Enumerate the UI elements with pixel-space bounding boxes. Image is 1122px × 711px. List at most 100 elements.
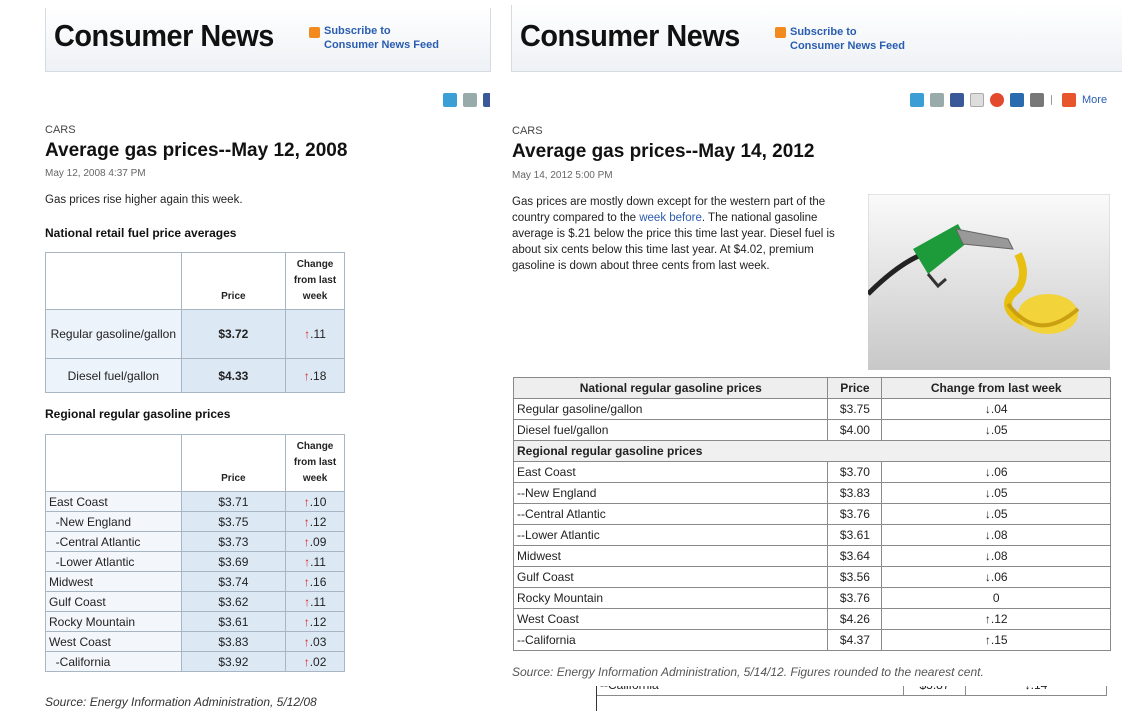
price: $4.00 [827, 419, 883, 441]
row: Diesel fuel/gallon $4.00 ↓.05 [512, 419, 1111, 441]
change: ↑.11 [285, 551, 345, 572]
subscribe-link[interactable]: Subscribe to Consumer News Feed [790, 25, 905, 53]
arrow: ↓ [984, 465, 991, 479]
price: $3.74 [180, 571, 287, 592]
header-row: Price Change from last week [45, 252, 345, 310]
price: $3.83 [180, 631, 287, 652]
more-icon[interactable] [1062, 93, 1076, 107]
price: $3.76 [827, 587, 883, 609]
arrow: ↓ [984, 528, 991, 542]
change: ↓.06 [881, 461, 1111, 483]
arrow: ↑ [303, 654, 310, 669]
arrow: ↓ [984, 423, 991, 437]
share-icon[interactable] [930, 93, 944, 107]
stumble-icon[interactable] [990, 93, 1004, 107]
email-icon[interactable] [970, 93, 984, 107]
source: Source: Energy Information Administratio… [512, 665, 984, 679]
price: $3.70 [827, 461, 883, 483]
arrow: ↓ [984, 402, 991, 416]
row: --California$3.87↓.14 [597, 686, 1107, 696]
arrow: ↓ [984, 549, 991, 563]
row: Regional regular gasoline prices [513, 440, 1111, 462]
change-value: .11 [310, 554, 326, 569]
twitter-icon[interactable] [443, 93, 457, 107]
row: --California $4.37 ↑.15 [512, 629, 1111, 651]
price-table: National regular gasoline prices Price Cha… [512, 377, 1111, 651]
row-label: -California [45, 651, 182, 672]
subscribe-link[interactable]: Subscribe to Consumer News Feed [324, 24, 439, 52]
share-bar [443, 93, 490, 107]
header: Consumer News Subscribe to Consumer News … [511, 5, 1122, 72]
row-label: Midwest [512, 545, 829, 567]
row-label: Rocky Mountain [45, 611, 182, 632]
row: --Lower Atlantic $3.61 ↓.08 [512, 524, 1111, 546]
link[interactable]: week before [639, 212, 702, 224]
change-value: .04 [990, 402, 1008, 416]
change: ↑.11 [285, 591, 345, 612]
change-value: .14 [1031, 686, 1048, 692]
row: --New England $3.83 ↓.05 [512, 482, 1111, 504]
column-header: Change from last week [285, 434, 345, 492]
pump-image [868, 194, 1110, 370]
change-value: .18 [309, 368, 327, 383]
feed-text: Consumer News Feed [790, 40, 905, 52]
row: --Central Atlantic $3.76 ↓.05 [512, 503, 1111, 525]
delicious-icon[interactable] [1010, 93, 1024, 107]
section-heading: National retail fuel price averages [45, 226, 237, 240]
price: $3.69 [180, 551, 287, 572]
share-icon[interactable] [463, 93, 477, 107]
change: ↑.15 [881, 629, 1111, 651]
text: Gas prices are mostly down except for th… [512, 196, 826, 224]
change-value: .11 [310, 327, 326, 341]
change-value: .11 [310, 594, 326, 609]
row-label: Midwest [45, 571, 182, 592]
row-label: East Coast [512, 461, 829, 483]
section-heading: Regional regular gasoline prices [45, 407, 231, 421]
column-header: Change from last week [881, 377, 1111, 399]
arrow: ↑ [303, 574, 310, 589]
change-value: .10 [309, 494, 327, 509]
intro: Gas prices rise higher again this week. [45, 194, 243, 206]
arrow: ↓ [984, 570, 991, 584]
column-header [45, 252, 182, 310]
section-row: Regional regular gasoline prices [513, 440, 1111, 462]
column-header: Price [180, 434, 287, 492]
print-icon[interactable] [1030, 93, 1044, 107]
text: . The national gasoline average is $.21 … [512, 212, 835, 272]
price: $3.71 [180, 491, 287, 512]
facebook-icon[interactable] [483, 93, 490, 107]
change: ↑.11 [285, 309, 345, 359]
price: $3.75 [180, 511, 287, 532]
row-label: Regular gasoline/gallon [512, 398, 829, 420]
twitter-icon[interactable] [910, 93, 924, 107]
row: Rocky Mountain $3.61 ↑.12 [45, 611, 345, 632]
arrow: ↓ [1025, 686, 1031, 692]
arrow: ↑ [303, 368, 310, 383]
facebook-icon[interactable] [950, 93, 964, 107]
price: $3.76 [827, 503, 883, 525]
row: East Coast $3.71 ↑.10 [45, 491, 345, 512]
national-table: Price Change from last week Regular gasoli… [45, 252, 345, 393]
change: ↑.09 [285, 531, 345, 552]
change: ↓.05 [881, 482, 1111, 504]
change-value: 0 [992, 591, 1000, 605]
price: $3.62 [180, 591, 287, 612]
change-value: .15 [990, 633, 1008, 647]
regional-table: Price Change from last week East Coast $3.7… [45, 434, 345, 672]
change: ↓.08 [881, 545, 1111, 567]
change: ↓.04 [881, 398, 1111, 420]
brand: Consumer News [520, 18, 740, 53]
more-link[interactable]: More [1082, 94, 1108, 106]
price: $3.56 [827, 566, 883, 588]
change: ↓.05 [881, 419, 1111, 441]
change-value: .06 [990, 570, 1008, 584]
row-label: --Lower Atlantic [512, 524, 829, 546]
divider [1051, 95, 1052, 105]
change-value: .12 [990, 612, 1008, 626]
change: ↑.12 [285, 511, 345, 532]
subscribe-text: Subscribe to [324, 25, 391, 37]
row: Regular gasoline/gallon $3.72 ↑.11 [45, 309, 345, 359]
change-value: .16 [309, 574, 327, 589]
column-header: National regular gasoline prices [512, 377, 829, 399]
